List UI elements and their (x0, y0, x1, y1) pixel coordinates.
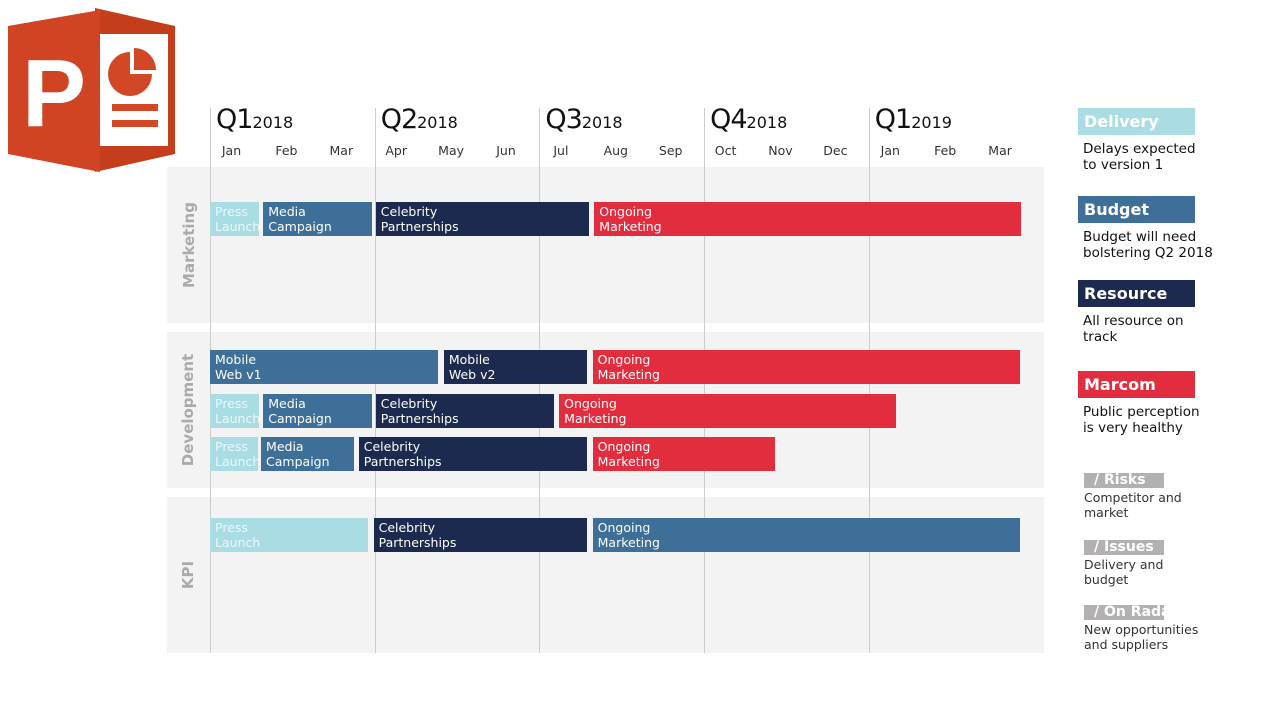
legend-description: All resource on track (1083, 313, 1184, 345)
task-bar[interactable]: Mobile Web v1 (210, 350, 438, 384)
task-bar[interactable]: Media Campaign (263, 202, 372, 236)
legend-description: Public perception is very healthy (1083, 404, 1200, 436)
group-label-text: Development (179, 353, 198, 467)
note-description: Competitor and market (1084, 490, 1182, 520)
task-bar[interactable]: Press Launch (210, 437, 259, 471)
month-label: Jul (553, 143, 569, 158)
task-bar[interactable]: Mobile Web v2 (443, 350, 588, 384)
task-bar[interactable]: Ongoing Marketing (592, 437, 776, 471)
legend-title-budget: Budget (1078, 196, 1195, 223)
month-label: Mar (988, 143, 1012, 158)
note-description: New opportunities and suppliers (1084, 622, 1199, 652)
quarter-label: Q32018 (545, 104, 623, 135)
task-bar[interactable]: Celebrity Partnerships (375, 394, 555, 428)
month-label: Jun (496, 143, 516, 158)
task-bar[interactable]: Ongoing Marketing (594, 202, 1022, 236)
month-label: Oct (714, 143, 737, 158)
powerpoint-logo-icon: P (8, 8, 175, 172)
task-bar[interactable]: Press Launch (210, 518, 368, 552)
month-label: Sep (658, 143, 683, 158)
month-label: Aug (603, 143, 628, 158)
month-label: Feb (275, 143, 298, 158)
month-label: Mar (329, 143, 354, 158)
group-panel-marketing (167, 167, 1044, 323)
group-label: KPI (167, 497, 210, 653)
month-label: Feb (934, 143, 957, 158)
group-label-text: KPI (179, 560, 198, 590)
task-bar[interactable]: Media Campaign (261, 437, 354, 471)
legend-title-resource: Resource (1078, 280, 1195, 307)
quarter-label: Q22018 (380, 104, 458, 135)
quarter-label: Q12018 (216, 104, 294, 135)
note-title: / Risks (1084, 473, 1164, 488)
quarter-label: Q12019 (874, 104, 952, 135)
group-label: Marketing (167, 167, 210, 323)
note-description: Delivery and budget (1084, 557, 1164, 587)
note-title: / Issues (1084, 540, 1164, 555)
task-bar[interactable]: Celebrity Partnerships (375, 202, 589, 236)
task-bar[interactable]: Media Campaign (263, 394, 372, 428)
group-label-text: Marketing (179, 202, 198, 288)
task-bar[interactable]: Celebrity Partnerships (358, 437, 588, 471)
quarter-label: Q42018 (710, 104, 788, 135)
month-label: Jan (880, 143, 900, 158)
month-label: Nov (768, 143, 793, 158)
legend-description: Delays expected to version 1 (1083, 141, 1196, 173)
note-title: / On Radar (1084, 605, 1177, 620)
legend-title-delivery: Delivery (1078, 108, 1195, 135)
legend-title-marcom: Marcom (1078, 371, 1195, 398)
month-label: Dec (823, 143, 848, 158)
month-label: May (438, 143, 465, 158)
task-bar[interactable]: Press Launch (210, 202, 260, 236)
task-bar[interactable]: Ongoing Marketing (592, 350, 1020, 384)
task-bar[interactable]: Press Launch (210, 394, 260, 428)
legend-description: Budget will need bolstering Q2 2018 (1083, 229, 1213, 261)
task-bar[interactable]: Ongoing Marketing (592, 518, 1020, 552)
month-label: Jan (221, 143, 242, 158)
task-bar[interactable]: Celebrity Partnerships (373, 518, 588, 552)
task-bar[interactable]: Ongoing Marketing (559, 394, 897, 428)
group-label: Development (167, 332, 210, 488)
month-label: Apr (385, 143, 407, 158)
svg-text:P: P (22, 40, 86, 147)
